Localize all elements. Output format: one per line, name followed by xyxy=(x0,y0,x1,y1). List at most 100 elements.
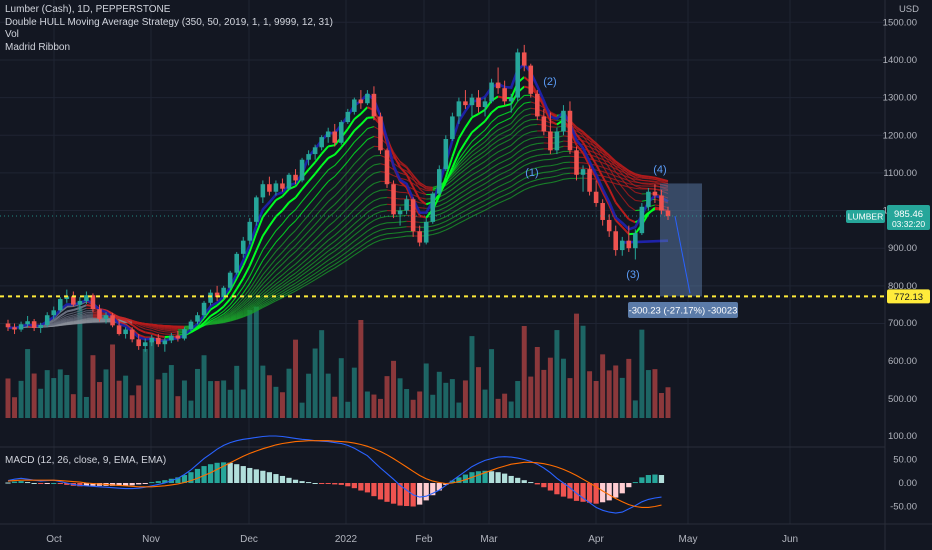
ribbon-line xyxy=(314,177,323,187)
candle-body xyxy=(404,199,409,211)
indicator-vol[interactable]: Vol xyxy=(5,29,19,40)
ribbon-line xyxy=(399,172,407,176)
candle-body xyxy=(77,300,83,305)
ribbon-line xyxy=(400,220,407,223)
volume-bar xyxy=(528,376,534,418)
ribbon-line xyxy=(458,126,467,139)
ribbon-line xyxy=(327,164,336,171)
ribbon-line xyxy=(367,242,375,247)
macd-histogram-bar xyxy=(188,472,194,483)
macd-legend[interactable]: MACD (12, 26, close, 9, EMA, EMA) xyxy=(5,455,167,466)
ribbon-line xyxy=(628,176,636,182)
ribbon-line xyxy=(158,334,165,338)
candle-body xyxy=(541,116,547,132)
ribbon-line xyxy=(171,328,178,331)
volume-bar xyxy=(51,378,57,418)
ribbon-line xyxy=(295,281,303,287)
measure-tool[interactable]: -300.23 (-27.17%) -30023 xyxy=(628,183,738,318)
ribbon-line xyxy=(334,229,342,236)
ribbon-line xyxy=(491,134,499,141)
ribbon-line xyxy=(491,192,499,197)
ribbon-line xyxy=(222,289,231,301)
ribbon-line xyxy=(504,128,512,133)
macd-histogram-bar xyxy=(384,483,390,502)
candle-body xyxy=(456,101,462,117)
ribbon-line xyxy=(53,317,61,323)
ribbon-line xyxy=(575,134,584,144)
ribbon-line xyxy=(373,171,381,174)
ribbon-line xyxy=(406,167,414,179)
ribbon-line xyxy=(196,322,205,330)
ribbon-line xyxy=(158,329,165,333)
date-tick: Mar xyxy=(480,534,498,545)
volume-bar xyxy=(580,325,586,418)
ribbon-line xyxy=(269,283,277,290)
ribbon-line xyxy=(295,271,303,278)
ribbon-line xyxy=(524,186,531,191)
ribbon-line xyxy=(412,174,421,185)
candle-body xyxy=(208,292,213,303)
candle-body xyxy=(580,169,586,175)
candle-body xyxy=(247,221,253,241)
ribbon-line xyxy=(497,171,505,176)
ribbon-line xyxy=(360,139,368,147)
ribbon-line xyxy=(504,151,512,156)
ribbon-line xyxy=(281,188,290,198)
volume-bar xyxy=(38,388,44,418)
candle-body xyxy=(156,337,161,345)
ribbon-line xyxy=(524,175,531,180)
macd-pane xyxy=(0,435,885,514)
candle-body xyxy=(306,154,311,160)
ribbon-line xyxy=(628,170,636,176)
ribbon-line xyxy=(314,264,322,271)
ribbon-line xyxy=(347,152,355,162)
ribbon-line xyxy=(373,223,381,228)
ribbon-line xyxy=(347,173,355,182)
ribbon-line xyxy=(628,194,636,201)
ribbon-line xyxy=(524,168,531,173)
volume-bar xyxy=(371,394,377,418)
ribbon-line xyxy=(563,167,571,169)
ribbon-line xyxy=(537,183,544,186)
ribbon-line xyxy=(288,251,296,258)
ribbon-line xyxy=(262,266,270,276)
ribbon-line xyxy=(367,164,375,170)
indicator-ribbon[interactable]: Madrid Ribbon xyxy=(5,41,71,53)
ribbon-line xyxy=(445,198,453,204)
ribbon-line xyxy=(439,229,447,234)
macd-histogram-bar xyxy=(600,483,606,503)
indicator-hull[interactable]: Double HULL Moving Average Strategy (350… xyxy=(5,16,333,28)
volume-bar xyxy=(391,360,397,418)
symbol-title[interactable]: Lumber (Cash), 1D, PEPPERSTONE xyxy=(5,4,171,15)
ribbon-line xyxy=(86,315,93,318)
candle-body xyxy=(110,315,115,326)
ribbon-line xyxy=(229,313,237,318)
ribbon-line xyxy=(242,288,251,298)
ribbon-line xyxy=(229,308,238,315)
price-tick: 800.00 xyxy=(888,281,917,292)
ribbon-line xyxy=(445,212,453,218)
ribbon-line xyxy=(79,307,87,312)
ribbon-line xyxy=(543,182,551,185)
macd-histogram-bar xyxy=(580,483,586,502)
ribbon-line xyxy=(439,193,447,198)
ribbon-line xyxy=(301,204,310,214)
support-line[interactable] xyxy=(0,215,885,298)
ribbon-line xyxy=(563,177,571,180)
ribbon-line xyxy=(497,166,505,171)
ribbon-line xyxy=(635,176,642,179)
ribbon-line xyxy=(327,204,336,211)
volume-bar xyxy=(168,365,174,418)
ribbon-line xyxy=(321,264,329,270)
ribbon-line xyxy=(275,244,283,252)
ribbon-line xyxy=(301,266,309,273)
ribbon-line xyxy=(282,236,290,245)
ribbon-line xyxy=(236,307,244,313)
ribbon-line xyxy=(301,237,309,246)
ribbon-line xyxy=(602,158,610,169)
ribbon-line xyxy=(301,280,309,286)
ribbon-line xyxy=(269,279,277,287)
macd-histogram-bar xyxy=(299,481,305,483)
ribbon-line xyxy=(602,165,610,177)
